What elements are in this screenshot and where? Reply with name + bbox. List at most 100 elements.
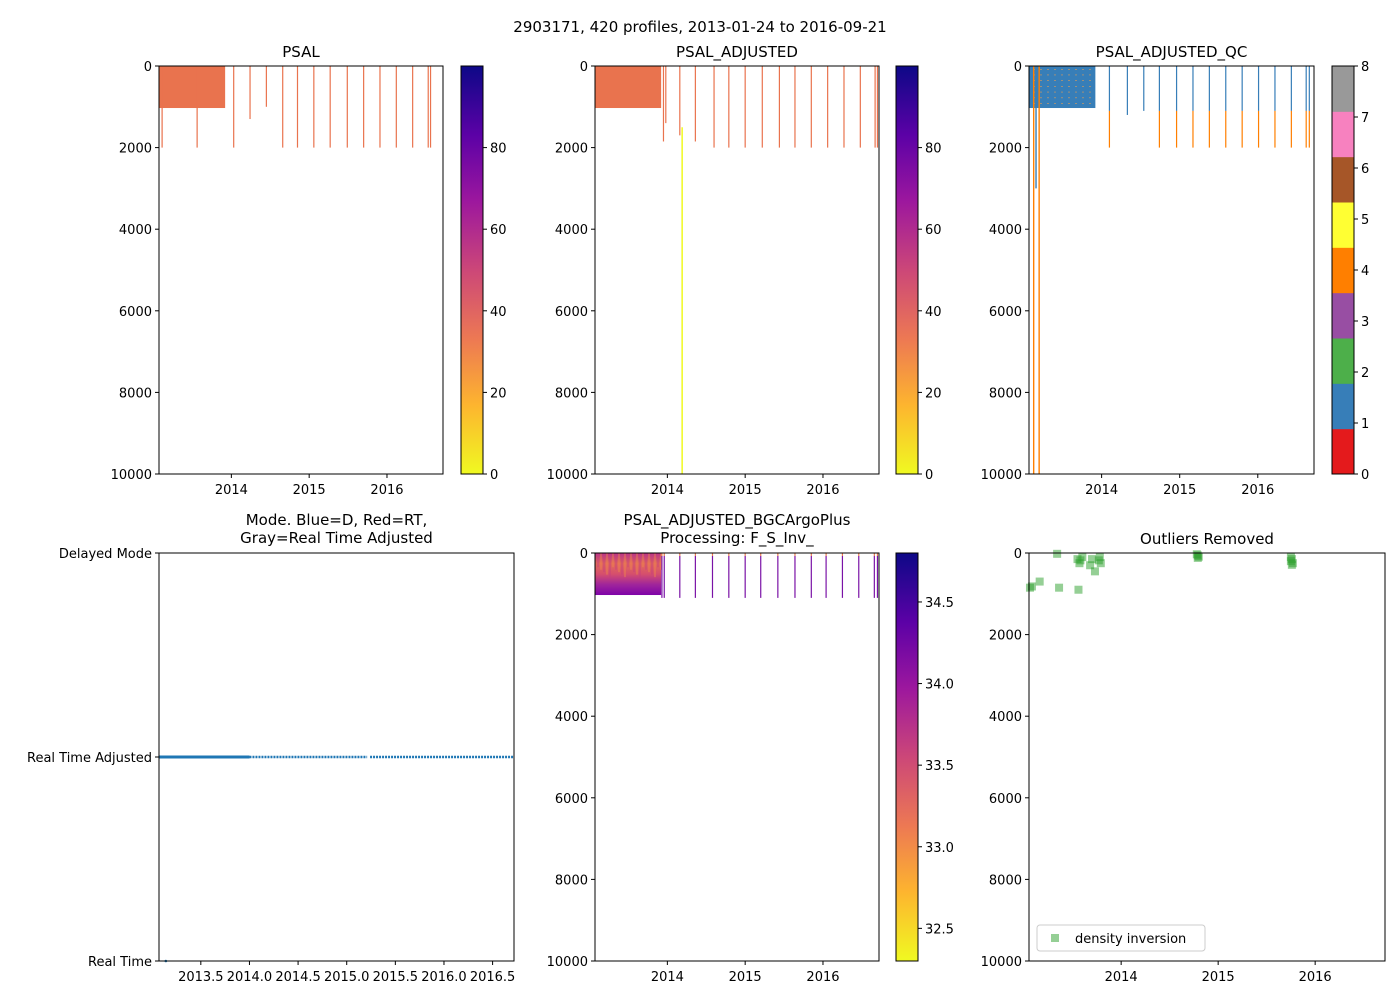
c0-axes-frame (158, 65, 444, 475)
c4-ytick-label: 4000 (555, 710, 588, 725)
figure-suptitle: 2903171, 420 profiles, 2013-01-24 to 201… (513, 18, 886, 36)
c2-colorbar-label: 1 (1361, 417, 1369, 432)
c3-xtick-label: 2016.5 (470, 970, 516, 985)
c5-outlier-point (1096, 559, 1105, 568)
c2-ytick-label: 4000 (989, 223, 1022, 238)
c4-colorbar-label: 32.5 (925, 922, 954, 937)
c1-colorbar-label: 80 (925, 142, 942, 157)
c2-colorbar-segment (1332, 156, 1354, 203)
c3-xtick-label: 2014.0 (227, 970, 273, 985)
c5-outlier-point (1035, 577, 1044, 586)
c5-outlier-point (1074, 585, 1083, 594)
c0-xtick-label: 2014 (215, 483, 248, 498)
c1-profile-block (595, 66, 662, 109)
c3-ytick-label: Delayed Mode (59, 547, 152, 562)
c1-colorbar-label: 40 (925, 305, 942, 320)
c2-colorbar-segment (1332, 428, 1354, 475)
c4-axes-frame (594, 552, 880, 962)
c4-colorbar-gradient (896, 553, 918, 961)
c2-xtick-label: 2014 (1085, 483, 1118, 498)
c5-axes-frame (1028, 552, 1386, 962)
c3-xtick-label: 2013.5 (178, 970, 224, 985)
c0-ytick-label: 2000 (119, 142, 152, 157)
c0-ytick-label: 0 (144, 60, 152, 75)
c1-colorbar-label: 60 (925, 223, 942, 238)
c3-title-line2: Gray=Real Time Adjusted (240, 529, 433, 547)
c5-ytick-label: 4000 (989, 710, 1022, 725)
c4-colorbar-frame (895, 552, 919, 962)
c1-axes-frame (594, 65, 880, 475)
c2-colorbar-label: 0 (1361, 468, 1369, 483)
c5-outlier-point (1090, 567, 1099, 576)
c1-ytick-label: 0 (580, 60, 588, 75)
c0-ytick-label: 6000 (119, 305, 152, 320)
c0-ytick-label: 10000 (111, 468, 152, 483)
c1-colorbar-frame (895, 65, 919, 475)
c4-colorbar-label: 33.0 (925, 841, 954, 856)
c5-outlier-point (1095, 553, 1104, 562)
c3-ytick-label: Real Time Adjusted (27, 751, 152, 766)
c4-xtick-label: 2014 (651, 970, 684, 985)
c5-outlier-point (1088, 555, 1097, 564)
c4-title-line2: Processing: F_S_Inv_ (660, 529, 814, 548)
c3-ytick-label: Real Time (88, 955, 152, 970)
c1-ytick-label: 10000 (547, 468, 588, 483)
c2-xtick-label: 2016 (1241, 483, 1274, 498)
c3-xtick-label: 2015.0 (324, 970, 370, 985)
c0-colorbar-frame (460, 65, 484, 475)
c2-ytick-label: 10000 (981, 468, 1022, 483)
c2-colorbar-segment (1332, 66, 1354, 112)
c5-xtick-label: 2014 (1105, 970, 1138, 985)
c1-ytick-label: 4000 (555, 223, 588, 238)
c4-xtick-label: 2016 (806, 970, 839, 985)
c4-ytick-label: 6000 (555, 792, 588, 807)
c0-ytick-label: 4000 (119, 223, 152, 238)
c5-outlier-point (1193, 553, 1202, 562)
c4-ytick-label: 2000 (555, 629, 588, 644)
c5-legend-marker (1051, 934, 1059, 942)
c5-ytick-label: 8000 (989, 873, 1022, 888)
c0-colorbar-label: 20 (490, 386, 507, 401)
c3-title: Mode. Blue=D, Red=RT, (246, 511, 428, 529)
c4-colorbar-label: 34.5 (925, 596, 954, 611)
c5-outlier-point (1055, 583, 1064, 592)
c5-ytick-label: 0 (1014, 547, 1022, 562)
c4-ytick-label: 0 (580, 547, 588, 562)
c1-title: PSAL_ADJUSTED (676, 43, 798, 62)
c0-xtick-label: 2015 (293, 483, 326, 498)
c2-colorbar-segment (1332, 338, 1354, 384)
c4-ytick-label: 8000 (555, 873, 588, 888)
c1-colorbar-label: 20 (925, 386, 942, 401)
c0-colorbar-label: 60 (490, 223, 507, 238)
c0-colorbar-label: 40 (490, 305, 507, 320)
c3-xtick-label: 2015.5 (373, 970, 419, 985)
c5-ytick-label: 2000 (989, 629, 1022, 644)
c5-ytick-label: 10000 (981, 955, 1022, 970)
c5-legend-box (1036, 924, 1206, 952)
c2-ytick-label: 0 (1014, 60, 1022, 75)
c2-colorbar-segment (1332, 383, 1354, 430)
c3-xtick-label: 2016.0 (421, 970, 467, 985)
c2-colorbar-label: 2 (1361, 366, 1369, 381)
c2-title: PSAL_ADJUSTED_QC (1096, 43, 1248, 62)
c5-title: Outliers Removed (1140, 530, 1274, 548)
c4-ytick-label: 10000 (547, 955, 588, 970)
c2-colorbar-label: 8 (1361, 60, 1369, 75)
c0-xtick-label: 2016 (370, 483, 403, 498)
c2-colorbar-frame (1331, 65, 1355, 475)
c0-title: PSAL (282, 43, 320, 61)
c1-colorbar-gradient (896, 66, 918, 474)
c2-colorbar-label: 3 (1361, 315, 1369, 330)
c5-outlier-point (1053, 549, 1062, 558)
c1-colorbar-label: 0 (925, 468, 933, 483)
c2-colorbar-label: 5 (1361, 213, 1369, 228)
c1-ytick-label: 8000 (555, 386, 588, 401)
c3-xtick-label: 2014.5 (275, 970, 321, 985)
c5-outlier-point (1078, 553, 1087, 562)
c2-colorbar-segment (1332, 292, 1354, 339)
c5-outlier-point (1287, 560, 1296, 569)
c4-xtick-label: 2015 (729, 970, 762, 985)
c4-colorbar-label: 33.5 (925, 759, 954, 774)
c0-ytick-label: 8000 (119, 386, 152, 401)
